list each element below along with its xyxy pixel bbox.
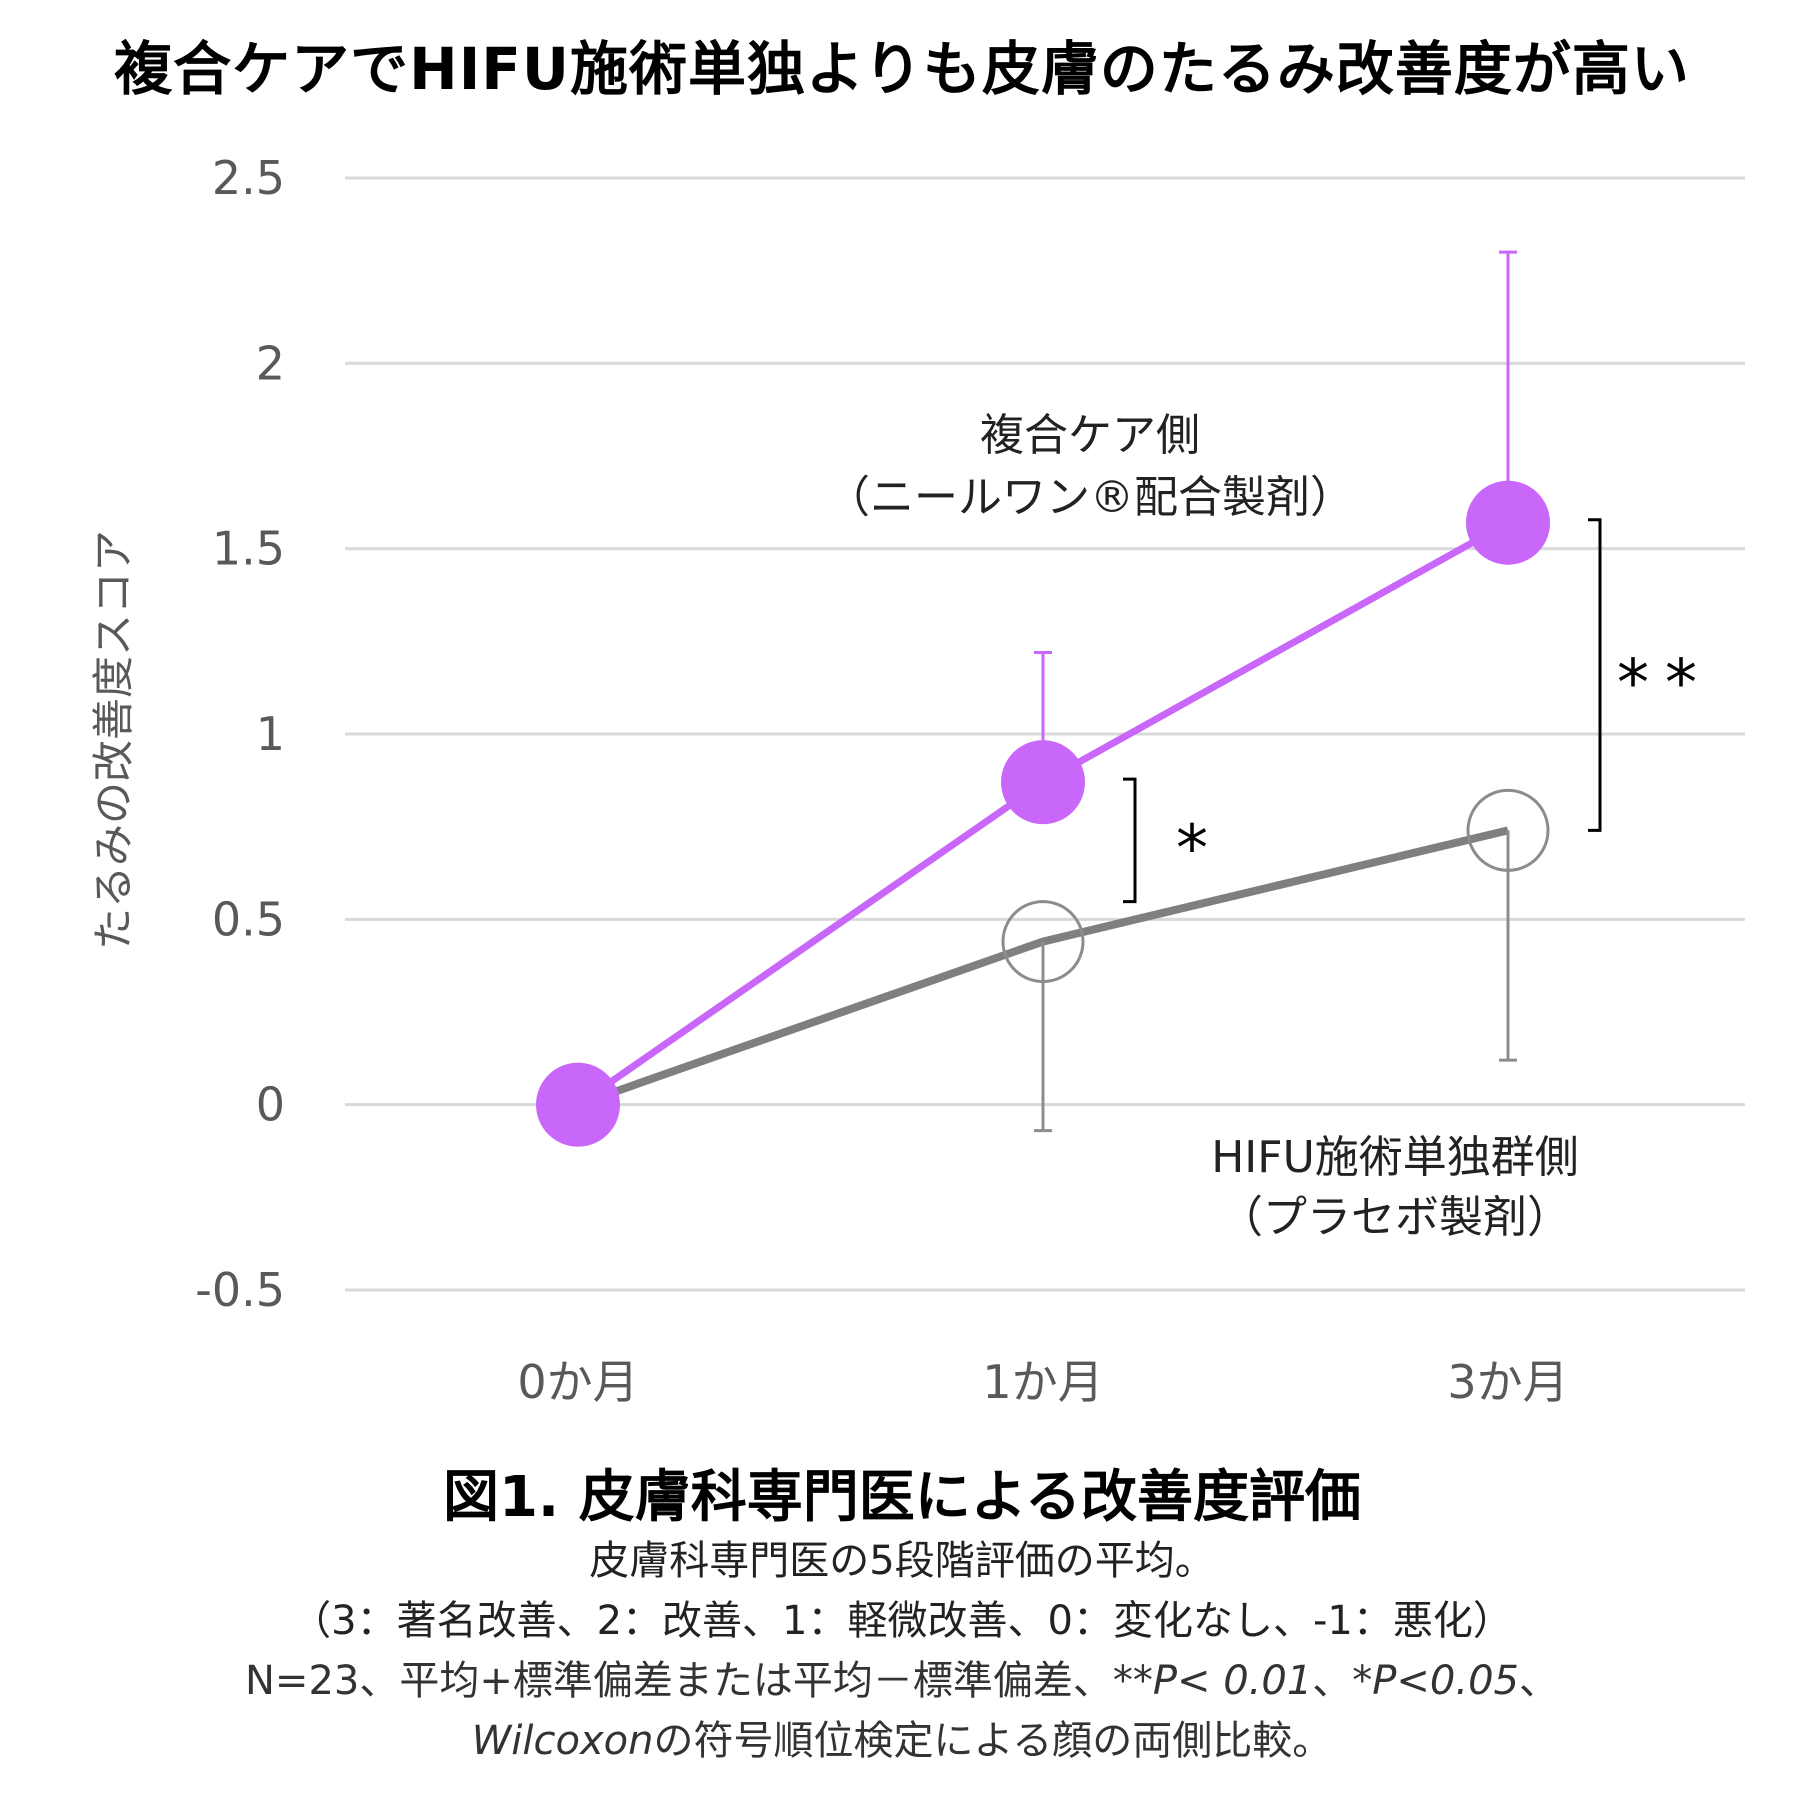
series-label: 複合ケア側: [980, 410, 1200, 461]
y-axis-label: たるみの改善度スコア: [89, 530, 138, 950]
grid-lines: [345, 176, 1745, 1292]
caption-sep-2: 、: [1518, 1658, 1559, 1704]
y-tick-label: 0.5: [212, 892, 285, 946]
x-tick-label: 3か月: [1447, 1355, 1568, 1409]
caption-line-4: Wilcoxonの符号順位検定による顔の両側比較。: [0, 1708, 1804, 1766]
y-tick-label: -0.5: [195, 1263, 285, 1317]
error-bars: [1034, 250, 1517, 1133]
data-point: [1466, 788, 1550, 872]
y-tick-label: 1: [256, 707, 285, 761]
caption-line-1: 皮膚科専門医の5段階評価の平均。: [589, 1538, 1215, 1584]
x-tick-label: 1か月: [982, 1355, 1103, 1409]
caption-wilcoxon: Wilcoxon: [471, 1718, 654, 1764]
data-point: [1466, 480, 1550, 565]
x-tick-label: 0か月: [517, 1355, 638, 1409]
caption-p005: *P<0.05: [1352, 1658, 1519, 1704]
y-tick-label: 2.5: [212, 151, 285, 205]
significance-brackets: ***: [1123, 518, 1713, 904]
significance-label: **: [1617, 647, 1713, 721]
y-tick-labels: 2.5 2 1.5 1 0.5 0 -0.5: [195, 151, 285, 1317]
y-tick-label: 2: [256, 336, 285, 390]
data-point: [1001, 740, 1085, 825]
data-markers: [536, 480, 1550, 1147]
series-label: HIFU施術単独群側: [1211, 1132, 1579, 1183]
caption-line-3: N=23、平均+標準偏差または平均－標準偏差、**P< 0.01、*P<0.05…: [0, 1648, 1804, 1706]
data-point: [536, 1062, 620, 1147]
significance-bracket: [1123, 777, 1137, 904]
series-label-sub: （ニールワン®配合製剤）: [826, 472, 1354, 523]
line-chart: 2.521.510.50-0.5 0か月 1か月 3か月 たるみの改善度スコア **…: [89, 151, 1745, 1409]
y-tick-label: 1.5: [212, 522, 285, 576]
figure-caption-title: 図1. 皮膚科専門医による改善度評価: [442, 1465, 1362, 1530]
significance-label: *: [1176, 812, 1224, 886]
caption-sep: 、: [1312, 1658, 1353, 1704]
series-label-sub: （プラセボ製剤）: [1219, 1192, 1571, 1243]
y-tick-label: 0: [256, 1078, 285, 1132]
significance-bracket: [1588, 518, 1602, 832]
caption-stats-text: N=23、平均+標準偏差または平均－標準偏差、: [245, 1658, 1113, 1704]
x-tick-labels: 0か月 1か月 3か月: [517, 1355, 1568, 1409]
data-point: [1001, 900, 1085, 984]
caption-p001: **P< 0.01: [1112, 1658, 1313, 1704]
caption-line-2: （3：著名改善、2：改善、1：軽微改善、0：変化なし、-1：悪化）: [291, 1598, 1513, 1644]
chart-title: 複合ケアでHIFU施術単独よりも皮膚のたるみ改善度が高い: [114, 35, 1690, 103]
caption-test-text: の符号順位検定による顔の両側比較。: [653, 1718, 1333, 1764]
series-annotations: 複合ケア側 （ニールワン®配合製剤） HIFU施術単独群側 （プラセボ製剤）: [826, 410, 1579, 1243]
